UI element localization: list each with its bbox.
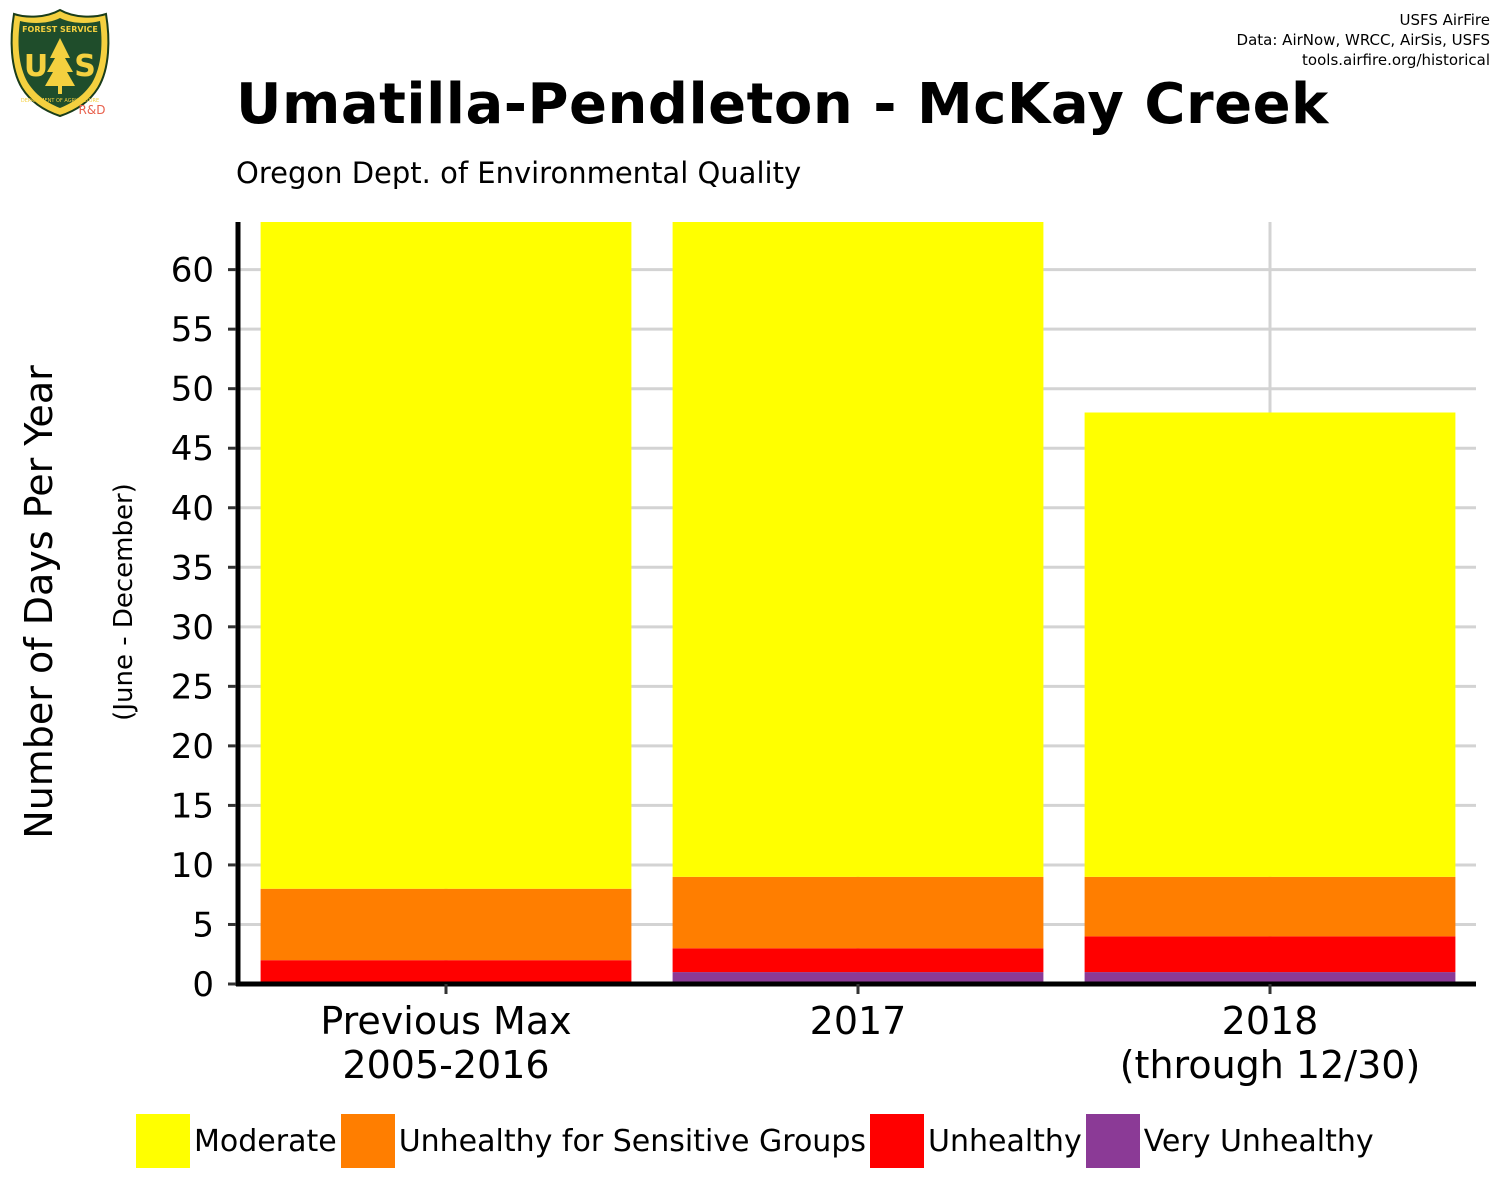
y-tick-label: 40 [171,489,214,529]
y-tick-label: 25 [171,667,214,707]
legend-swatch [136,1114,190,1168]
usfs-shield-logo: FOREST SERVICE U S DEPARTMENT OF AGRICUL… [10,8,110,118]
y-tick-label: 30 [171,608,214,648]
bar-segment-unhealthy [260,960,632,984]
y-tick-label: 45 [171,429,214,469]
svg-text:FOREST SERVICE: FOREST SERVICE [22,25,98,34]
y-tick-label: 60 [171,251,214,291]
legend-swatch [870,1114,924,1168]
bar-segment-unhealthy [1084,936,1456,973]
legend-swatch [340,1114,395,1168]
credits-block: USFS AirFire Data: AirNow, WRCC, AirSis,… [1237,10,1490,70]
chart-subtitle: Oregon Dept. of Environmental Quality [236,156,802,190]
bar-segment-very-unhealthy [1084,972,1456,984]
y-tick-label: 20 [171,727,214,767]
legend-label: Unhealthy for Sensitive Groups [398,1123,866,1159]
x-tick-label: 2018 [1222,999,1319,1043]
bars [260,222,1456,984]
y-axis-label: Number of Days Per Year [17,365,61,839]
legend-label: Very Unhealthy [1143,1123,1374,1159]
legend-item: Very Unhealthy [1085,1114,1374,1168]
y-tick-label: 10 [171,846,214,886]
bar-segment-moderate [260,222,632,889]
bar-segment-very-unhealthy [672,972,1044,984]
bar-segment-moderate [1084,412,1456,877]
bar-segment-unhealthy-for-sensitive-groups [1084,876,1456,937]
legend-label: Moderate [194,1123,337,1159]
svg-text:DEPARTMENT OF AGRICULTURE: DEPARTMENT OF AGRICULTURE [21,98,99,104]
svg-text:S: S [74,49,96,84]
y-axis-sublabel: (June - December) [109,483,139,721]
svg-text:U: U [24,49,48,84]
y-tick-label: 50 [171,370,214,410]
credit-line: tools.airfire.org/historical [1302,51,1490,69]
x-tick-label: Previous Max [320,999,571,1043]
legend-item: Unhealthy for Sensitive Groups [340,1114,866,1168]
bar-segment-unhealthy-for-sensitive-groups [672,876,1044,949]
y-tick-label: 15 [171,786,214,826]
x-tick-label: (through 12/30) [1120,1043,1421,1087]
bar-segment-moderate [672,222,1044,877]
y-tick-label: 55 [171,310,214,350]
y-tick-label: 0 [192,965,214,1005]
chart-title: Umatilla-Pendleton - McKay Creek [236,72,1329,137]
legend-label: Unhealthy [928,1123,1082,1159]
stacked-bar-chart: 0 5 10 15 20 25 30 35 40 45 50 55 60 Previous Max200… [17,222,1476,1087]
svg-text:R&D: R&D [79,103,106,117]
legend-item: Moderate [136,1114,337,1168]
bar-segment-unhealthy-for-sensitive-groups [260,888,632,961]
x-tick-label: 2017 [810,999,907,1043]
credit-line: Data: AirNow, WRCC, AirSis, USFS [1236,31,1490,49]
credit-line: USFS AirFire [1399,11,1490,29]
y-tick-label: 5 [192,905,214,945]
bar-segment-unhealthy [672,948,1044,973]
x-tick-label: 2005-2016 [342,1043,549,1087]
y-tick-label: 35 [171,548,214,588]
legend-swatch [1085,1114,1140,1168]
y-tick-labels: 0 5 10 15 20 25 30 35 40 45 50 55 60 [171,251,236,1005]
legend-item: Unhealthy [870,1114,1082,1168]
legend: Moderate Unhealthy for Sensitive Groups Un… [136,1113,1378,1169]
